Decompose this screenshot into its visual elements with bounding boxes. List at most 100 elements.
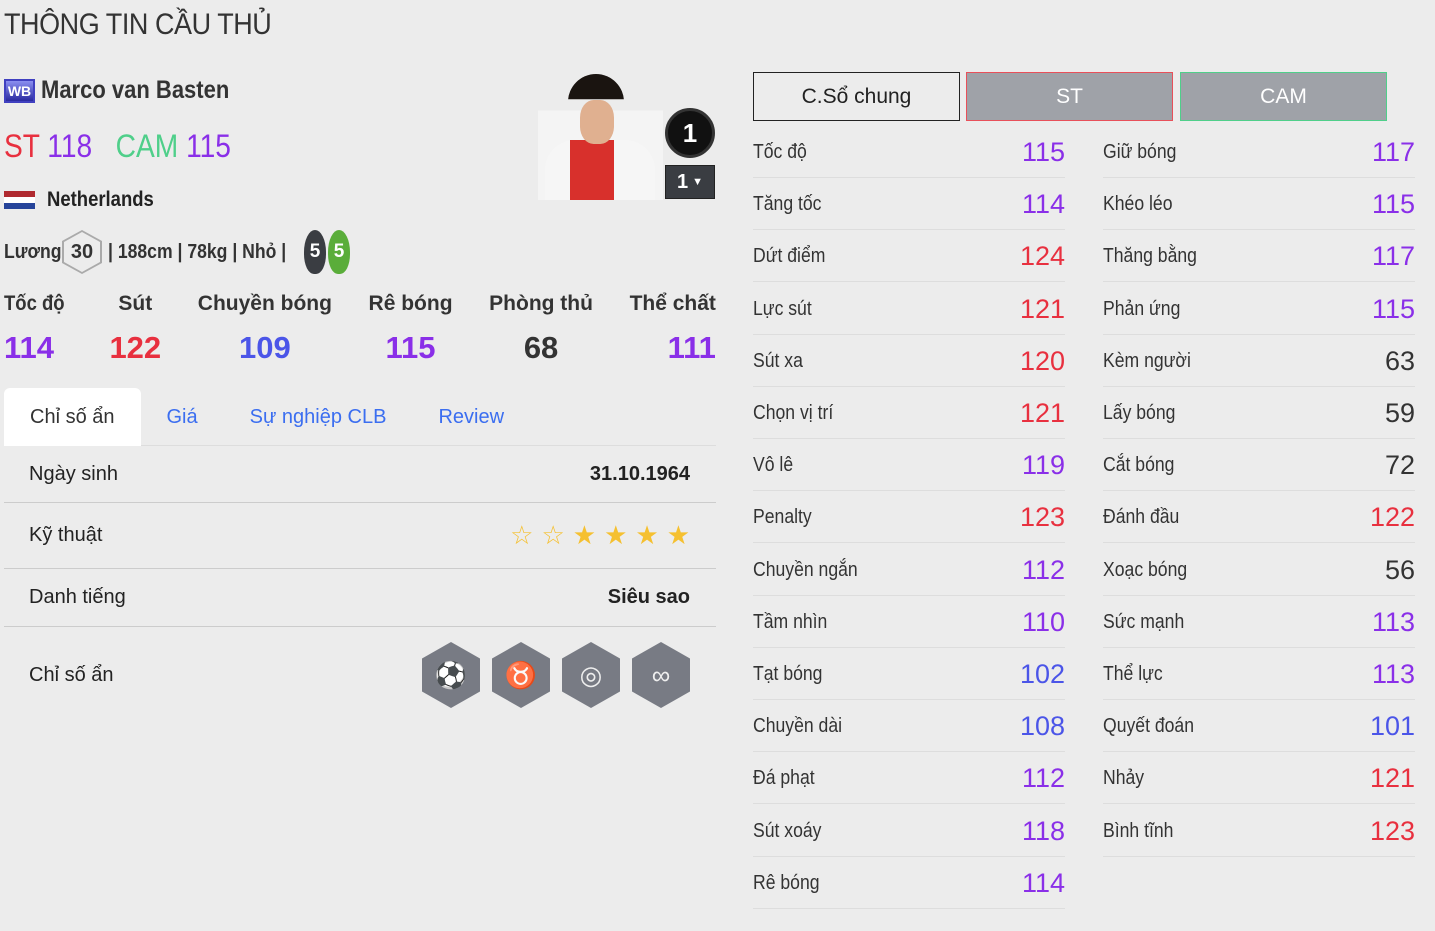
stat-row: Tầm nhìn 110 [753, 596, 1065, 648]
stat-value: 123 [1369, 815, 1415, 846]
stat-value: 108 [1019, 711, 1065, 742]
stat-name: Giữ bóng [1103, 141, 1177, 163]
stat-name: Tạt bóng [753, 663, 823, 685]
stat-name: Cắt bóng [1103, 454, 1175, 477]
stat-row: Sút xoáy 118 [753, 805, 1065, 857]
ovr-cam: 115 [186, 128, 231, 164]
stat-row: Quyết đoán 101 [1103, 700, 1415, 753]
stat-name: Tầm nhìn [753, 610, 828, 633]
jersey-number-badge: 1 [665, 108, 715, 158]
stat-name: Quyết đoán [1103, 715, 1195, 738]
tab-hidden-stats[interactable]: Chỉ số ẩn [4, 388, 141, 446]
summary-label: Phòng thủ [489, 292, 593, 315]
left-foot-icon: 5 [304, 230, 326, 274]
buffalo-icon[interactable]: ♉ [492, 642, 550, 708]
fame-value: Siêu sao [607, 586, 690, 608]
stat-row: Tạt bóng 102 [753, 648, 1065, 700]
chevron-down-icon: ▼ [692, 176, 703, 188]
stat-value: 123 [1019, 502, 1065, 533]
stat-row: Tăng tốc 114 [753, 178, 1065, 231]
stat-row: Kèm người 63 [1103, 335, 1415, 387]
stat-value: 115 [1371, 293, 1415, 324]
summary-value: 114 [4, 330, 55, 365]
netherlands-flag-icon [4, 191, 35, 209]
stat-value: 121 [1019, 398, 1065, 428]
salary-hex-icon: 30 [62, 230, 102, 274]
page-title: THÔNG TIN CẦU THỦ [4, 8, 272, 41]
row-skill: Kỹ thuật ☆ ☆ ★ ★ ★ ★ [4, 503, 716, 569]
summary-label: Chuyền bóng [197, 292, 332, 315]
summary-label: Sút [118, 292, 153, 315]
stat-value: 115 [1371, 189, 1415, 220]
position-ratings: ST 118 CAM 115 [4, 128, 231, 165]
tab-review[interactable]: Review [438, 405, 505, 428]
stat-value: 101 [1369, 711, 1415, 742]
stat-name: Penalty [753, 506, 812, 529]
stat-value: 117 [1371, 241, 1415, 272]
stat-value: 114 [1021, 189, 1065, 220]
birth-label: Ngày sinh [29, 462, 118, 485]
stat-row: Chọn vị trí 121 [753, 387, 1065, 439]
stat-value: 102 [1019, 659, 1065, 689]
fame-label: Danh tiếng [29, 586, 126, 608]
player-photo-shirt-stripe [570, 140, 614, 200]
star-filled-icon: ★ [666, 520, 690, 550]
boot-swirl-icon[interactable]: ◎ [562, 642, 620, 708]
stat-value: 121 [1019, 293, 1065, 324]
tab-position-cam[interactable]: CAM [1180, 72, 1387, 121]
stat-value: 113 [1371, 606, 1415, 637]
summary-stats: Tốc độ 114 Sút 122 Chuyền bóng 109 Rê bóng 1… [4, 292, 716, 366]
tab-general-stats[interactable]: C.Sổ chung [753, 72, 960, 121]
summary-physical: Thể chất 111 [630, 292, 716, 366]
stat-row: Nhảy 121 [1103, 752, 1415, 805]
stat-name: Thể lực [1103, 663, 1163, 685]
right-foot-icon: 5 [328, 230, 350, 274]
stat-name: Dứt điểm [753, 245, 826, 268]
stat-value: 118 [1021, 815, 1065, 846]
stat-name: Rê bóng [753, 871, 820, 894]
goal-shot-icon[interactable]: ⚽ [422, 642, 480, 708]
star-empty-icon: ☆ [510, 520, 534, 550]
summary-value: 68 [523, 330, 559, 365]
stat-value: 120 [1019, 345, 1065, 376]
player-name: Marco van Basten [41, 76, 230, 104]
summary-defending: Phòng thủ 68 [489, 292, 593, 366]
tab-price[interactable]: Giá [166, 405, 198, 428]
summary-label: Rê bóng [368, 292, 453, 315]
row-fame: Danh tiếng Siêu sao [4, 569, 716, 627]
salary-value: 30 [70, 240, 94, 263]
stat-value: 72 [1384, 450, 1415, 481]
stat-row: Dứt điểm 124 [753, 230, 1065, 283]
stat-row: Đá phạt 112 [753, 752, 1065, 805]
stat-value: 121 [1369, 763, 1415, 794]
star-filled-icon: ★ [604, 520, 628, 550]
ovr-st: 118 [47, 128, 93, 164]
stat-name: Sút xoáy [753, 819, 822, 842]
stat-name: Xoạc bóng [1103, 558, 1188, 581]
upgrade-level-select[interactable]: 1 ▼ [665, 165, 715, 199]
tab-position-st[interactable]: ST [966, 72, 1173, 121]
stat-name: Bình tĩnh [1103, 819, 1174, 842]
stat-name: Đá phạt [753, 767, 815, 790]
stat-name: Vô lê [753, 454, 794, 477]
summary-shooting: Sút 122 [109, 292, 161, 366]
tab-club-career[interactable]: Sự nghiệp CLB [249, 405, 387, 428]
position-st: ST [4, 128, 40, 164]
stat-name: Tăng tốc [753, 193, 822, 216]
position-cam: CAM [115, 128, 179, 164]
summary-value: 115 [385, 330, 436, 365]
player-info: Lương 30 | 188cm | 78kg | Nhỏ | 5 5 [4, 230, 350, 274]
dribble-path-icon[interactable]: ∞ [632, 642, 690, 708]
stat-row: Lấy bóng 59 [1103, 387, 1415, 439]
summary-value: 111 [667, 330, 716, 365]
stat-value: 115 [1021, 137, 1065, 167]
stat-row: Xoạc bóng 56 [1103, 544, 1415, 596]
stat-row: Thể lực 113 [1103, 648, 1415, 700]
salary-label: Lương [4, 240, 62, 263]
stat-name: Chuyền ngắn [753, 558, 858, 581]
stat-row: Penalty 123 [753, 491, 1065, 544]
stat-value: 117 [1371, 137, 1415, 167]
stat-row: Sút xa 120 [753, 335, 1065, 387]
stat-value: 114 [1021, 867, 1065, 898]
stat-value: 110 [1021, 606, 1065, 637]
